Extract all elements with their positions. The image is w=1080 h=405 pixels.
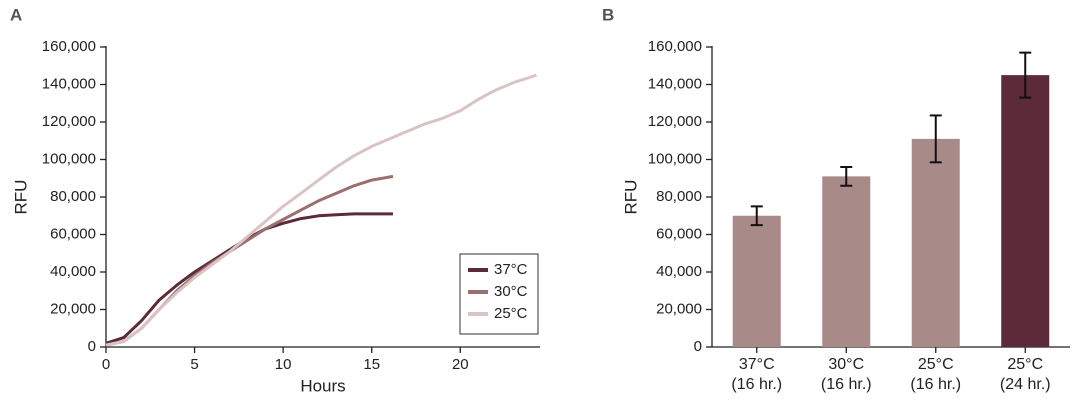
y-tick-label: 60,000 [50,225,96,242]
error-bar [840,166,853,187]
x-tick-label: 25°C [1007,356,1043,373]
bar [911,138,960,347]
y-tick-label: 0 [694,338,702,355]
x-axis-label: Hours [300,376,345,395]
y-tick-label: 120,000 [42,113,96,130]
y-tick-label: 60,000 [656,225,702,242]
y-tick-label: 120,000 [648,113,702,130]
y-tick-label: 160,000 [42,38,96,55]
x-tick-label: 37°C [739,356,775,373]
y-tick-label: 40,000 [50,263,96,280]
y-tick-label: 80,000 [50,188,96,205]
x-tick-label: 20 [452,356,469,373]
x-tick-label: 25°C [918,356,954,373]
error-bar [750,205,763,227]
y-axis-label: RFU [621,180,640,215]
y-tick-label: 80,000 [656,188,702,205]
y-tick-label: 140,000 [648,75,702,92]
x-tick-label: (16 hr.) [910,376,961,393]
data-line [105,73,537,347]
y-tick-label: 160,000 [648,38,702,55]
y-axis-label: RFU [11,180,30,215]
x-tick-label: 30°C [828,356,864,373]
panel-label: B [602,5,614,24]
x-tick-label: (16 hr.) [731,376,782,393]
bar [1001,75,1050,347]
bar [822,176,871,347]
x-tick-label: 5 [190,356,198,373]
x-tick-label: 0 [102,356,110,373]
y-tick-label: 0 [88,338,96,355]
y-tick-label: 40,000 [656,263,702,280]
legend-label: 25°C [494,305,528,322]
x-tick-label: (16 hr.) [821,376,872,393]
panel-label: A [10,5,22,24]
y-tick-label: 100,000 [42,150,96,167]
x-tick-label: 10 [275,356,292,373]
x-tick-label: (24 hr.) [1000,376,1051,393]
legend-label: 30°C [494,283,528,300]
error-bar [1019,51,1032,99]
y-tick-label: 20,000 [656,300,702,317]
y-tick-label: 20,000 [50,300,96,317]
y-tick-label: 140,000 [42,75,96,92]
y-tick-label: 100,000 [648,150,702,167]
bar [732,215,781,347]
error-bar [929,114,942,164]
legend-label: 37°C [494,261,528,278]
x-tick-label: 15 [363,356,380,373]
